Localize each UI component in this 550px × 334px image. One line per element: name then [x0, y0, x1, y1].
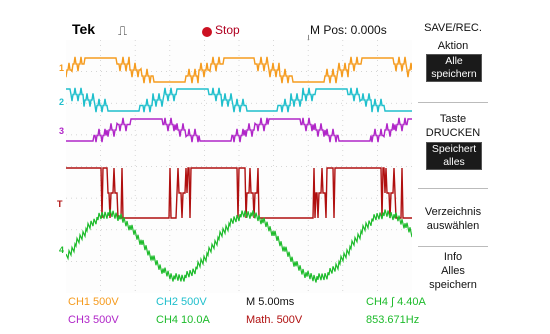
- ch2-scale: CH2 500V: [156, 296, 207, 308]
- ch1-scale: CH1 500V: [68, 296, 119, 308]
- save-recall-menu: SAVE/REC. Aktion Alle speichern Taste DR…: [412, 18, 494, 294]
- taste-button[interactable]: Speichert alles: [426, 142, 482, 170]
- ch3-trace: [66, 117, 412, 143]
- ch4-marker: 4: [59, 245, 65, 255]
- info-button[interactable]: Info Alles speichern: [412, 250, 494, 292]
- readout-bar: CH1 500V CH2 500V M 5.00ms CH4 ∫ 4.40A C…: [66, 294, 494, 334]
- aktion-label: Aktion: [437, 40, 469, 52]
- ch1-marker: 1: [59, 63, 65, 73]
- ch3-marker: 3: [59, 126, 65, 136]
- acquisition-status: Stop: [215, 23, 240, 37]
- menu-title: SAVE/REC.: [424, 22, 482, 34]
- verzeichnis-button[interactable]: Verzeichnis auswählen: [412, 205, 494, 233]
- ch3-scale: CH3 500V: [68, 314, 119, 326]
- menu-divider: [418, 102, 488, 103]
- math-marker: T: [57, 199, 63, 209]
- taste-label: Taste DRUCKEN: [412, 112, 494, 140]
- menu-divider: [418, 188, 488, 189]
- waveform-display: [65, 40, 413, 293]
- taste-line2: DRUCKEN: [425, 127, 481, 139]
- ch2-trace: [66, 87, 412, 113]
- taste-value-line2: alles: [443, 156, 465, 168]
- status-bar: Tek ⎍ Stop ↓ M Pos: 0.000s: [66, 20, 412, 44]
- frequency-readout: 853.671Hz: [366, 314, 420, 326]
- horizontal-position: M Pos: 0.000s: [310, 23, 387, 37]
- trigger-position-marker-icon: ↓: [306, 32, 312, 44]
- info-line1: Info: [443, 251, 463, 263]
- trigger-edge-icon: ⎍: [118, 23, 128, 38]
- verzeichnis-line1: Verzeichnis: [424, 206, 482, 218]
- info-line2: Alles: [441, 265, 465, 277]
- stop-indicator-icon: [202, 27, 212, 37]
- info-line3: speichern: [429, 279, 477, 291]
- trigger-readout: CH4 ∫ 4.40A: [366, 296, 426, 308]
- aktion-value-line1: Alle: [445, 55, 463, 67]
- ch1-trace: [65, 56, 413, 84]
- brand-label: Tek: [72, 21, 96, 37]
- ch4-trace: [65, 209, 413, 283]
- taste-value-line1: Speichert: [431, 143, 477, 155]
- taste-line1: Taste: [439, 113, 467, 125]
- ch4-scale: CH4 10.0A: [156, 314, 210, 326]
- aktion-value-line2: speichern: [431, 68, 477, 80]
- verzeichnis-line2: auswählen: [426, 220, 480, 232]
- graticule: [65, 40, 413, 293]
- aktion-button[interactable]: Alle speichern: [426, 54, 482, 82]
- timebase: M 5.00ms: [246, 296, 295, 308]
- math-scale: Math. 500V: [246, 314, 303, 326]
- ch2-marker: 2: [59, 97, 65, 107]
- menu-divider: [418, 246, 488, 247]
